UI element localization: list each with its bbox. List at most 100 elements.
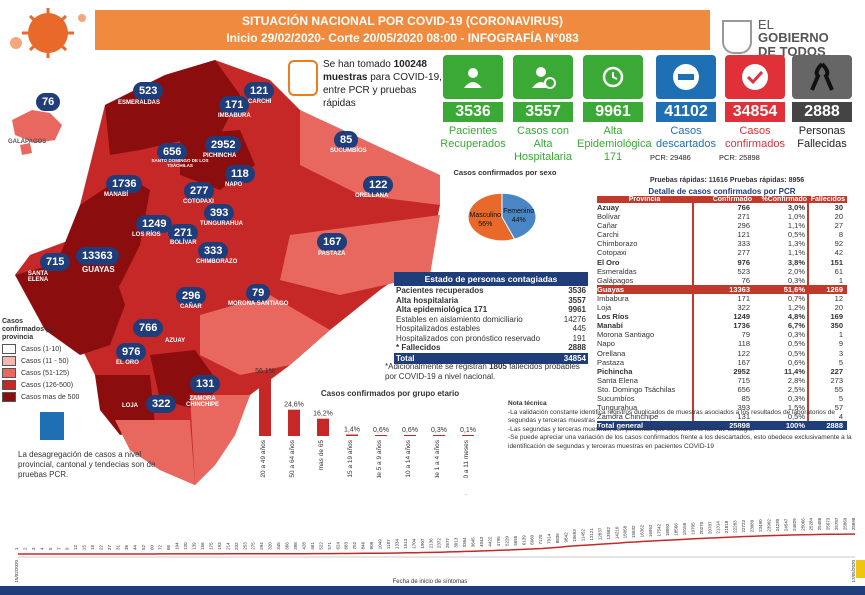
card-value: 9961	[583, 102, 643, 122]
trend-value: 846	[361, 541, 366, 549]
trend-value: 24547	[783, 518, 788, 531]
cell: 27	[807, 221, 845, 231]
accent-bar	[856, 560, 865, 578]
card-value: 3536	[443, 102, 503, 122]
age-bar	[375, 435, 387, 436]
province-label: LOJA	[122, 403, 139, 409]
trend-value: 19155	[682, 522, 687, 535]
trend-value: 1	[14, 547, 19, 550]
card-pcr: PCR: 25898	[719, 153, 760, 162]
refresh-icon	[583, 55, 643, 99]
cell: 20	[807, 303, 845, 313]
trend-value: 398	[293, 542, 298, 550]
map-bubble: 122	[363, 176, 394, 194]
cell: Pichincha	[597, 366, 633, 376]
states-value: 2888	[568, 343, 586, 352]
trend-value: 25869	[843, 517, 848, 530]
province-row: Manabí 1736 6,7% 350	[597, 321, 847, 331]
trend-value: 14210	[614, 526, 619, 539]
province-label: AZUAY	[165, 338, 186, 344]
trend-value: 12	[73, 544, 78, 550]
map-bubble: 79	[246, 284, 271, 302]
province-row: Sucumbíos 85 0,3% 5	[597, 393, 847, 404]
cell: 1,3%	[787, 239, 805, 249]
map-bubble: 656	[157, 143, 188, 161]
map-bubble: 523	[133, 82, 164, 100]
pie-value: 44%	[512, 217, 526, 224]
cell: 271	[692, 212, 752, 222]
trend-value: 19705	[690, 522, 695, 535]
cell: 656	[692, 384, 752, 394]
trend-value: 366	[285, 542, 290, 550]
card-discharged: 3557 Casos con Alta Hospitalaria	[513, 55, 575, 164]
trend-value: 18566	[673, 523, 678, 536]
legend-item: Casos mas de 500	[2, 392, 112, 402]
province-row: Galápagos 76 0,3% 1	[597, 275, 847, 285]
trend-value: 20270	[699, 521, 704, 534]
province-label: EL ORO	[116, 360, 139, 366]
province-row: Loja 322 1,2% 20	[597, 303, 847, 313]
trend-value: 1907	[420, 538, 425, 549]
province-label: LOS RÍOS	[132, 232, 161, 238]
age-tick-label: de 5 a 9 años	[376, 439, 383, 478]
trend-value: 428	[301, 542, 306, 550]
states-title: Estado de personas contagiadas	[394, 272, 588, 286]
province-label: COTOPAXI	[183, 199, 214, 205]
cell: 3,8%	[787, 257, 805, 267]
cell: 0,3%	[787, 275, 805, 285]
cell: 0,5%	[787, 348, 805, 358]
age-bar-chart: Casos confirmados por grupo etario 56,1% d…	[245, 358, 535, 488]
trend-value: 1513	[403, 538, 408, 549]
trend-value: 6660	[530, 534, 535, 545]
cell: 1	[807, 330, 845, 340]
states-row: Estables en aislamiento domiciliario 1427…	[394, 315, 588, 325]
cell: Imbabura	[597, 293, 629, 303]
gov-logo-text-3: DE TODOS	[758, 44, 826, 59]
map-bubble: 277	[184, 182, 215, 200]
states-total-value: 34854	[563, 353, 586, 363]
province-label: NAPO	[225, 182, 243, 188]
age-tick-label: de 0 a 11 meses	[463, 439, 470, 478]
trend-value: 22	[99, 544, 104, 550]
trend-value: 52	[141, 544, 146, 550]
tests-rest: para COVID-19, entre PCR y pruebas rápid…	[323, 72, 442, 109]
states-row: Hospitalizados estables 445	[394, 324, 588, 334]
trend-value: 120	[183, 542, 188, 550]
cell: 25898	[729, 421, 750, 431]
cell: 766	[692, 203, 752, 213]
pie-title: Casos confirmados por sexo	[453, 168, 557, 177]
trend-value: 1187	[386, 539, 391, 549]
col-header: Provincia	[628, 196, 661, 203]
cell: 57	[807, 403, 845, 413]
cell: 85	[692, 393, 752, 404]
minus-icon	[656, 55, 716, 99]
cell: Sto. Domingo Tsáchilas	[597, 384, 676, 394]
trend-value: 2136	[428, 538, 433, 549]
cell: 715	[692, 375, 752, 385]
rapid-value: 11616	[708, 177, 728, 184]
province-row: Esmeraldas 523 2,0% 61	[597, 266, 847, 276]
trend-value: 139	[192, 542, 197, 550]
province-row: Bolívar 271 1,0% 20	[597, 212, 847, 222]
cell: 333	[692, 239, 752, 249]
province-label: ZAMORA CHINCHIPE	[185, 396, 219, 408]
legend-swatch	[2, 356, 16, 366]
states-row: * Fallecidos 2888	[394, 343, 588, 353]
card-confirmed: 34854 Casos confirmados PCR: 25898	[719, 55, 787, 162]
province-row: Orellana 122 0,5% 3	[597, 348, 847, 358]
trend-value: 104	[175, 542, 180, 550]
trend-value: 15632	[631, 525, 636, 538]
province-label: CARCHI	[248, 99, 272, 105]
cell: 12	[807, 293, 845, 304]
map-bubble: 271	[168, 224, 199, 242]
cell: Cotopaxi	[597, 248, 627, 258]
cell: Azuay	[597, 203, 620, 212]
trend-value: 909	[369, 541, 374, 549]
header-subtitle: Inicio 29/02/2020- Corte 20/05/2020 08:0…	[226, 31, 579, 45]
cell: Los Ríos	[597, 312, 629, 322]
trend-value: 25066	[800, 518, 805, 531]
trend-value: 624	[335, 542, 340, 550]
card-deceased: 2888 Personas Fallecidas	[792, 55, 854, 151]
cell: 42	[807, 248, 845, 258]
cell: Napo	[597, 339, 615, 349]
